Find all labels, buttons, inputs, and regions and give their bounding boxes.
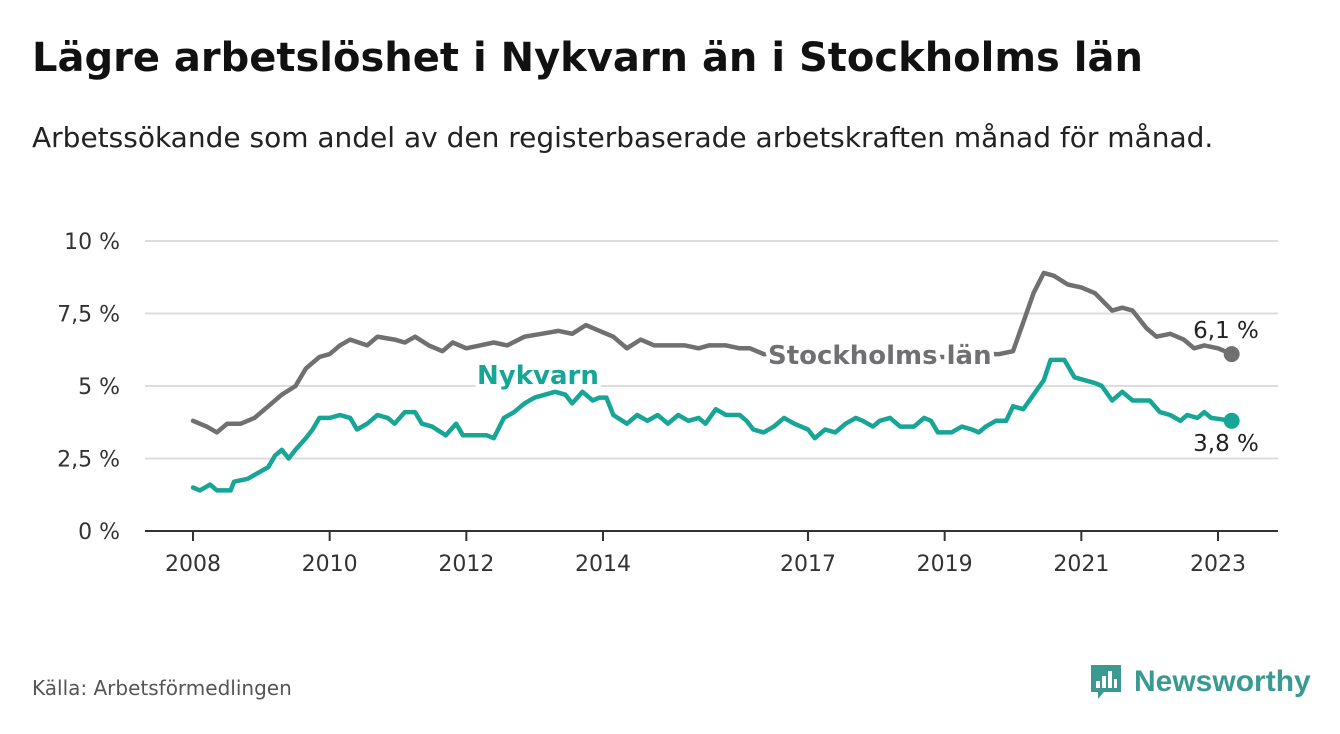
x-tick-label: 2023 (1190, 552, 1246, 577)
chart-subtitle: Arbetssökande som andel av den registerb… (32, 121, 1214, 154)
newsworthy-logo: Newsworthy (1088, 660, 1311, 704)
x-tick-label: 2012 (438, 552, 494, 577)
x-tick-label: 2021 (1053, 552, 1109, 577)
source-note: Källa: Arbetsförmedlingen (32, 676, 292, 700)
y-tick-label: 5 % (78, 375, 120, 400)
y-axis-ticks: 0 % 2,5 % 5 % 7,5 % 10 % (57, 230, 120, 545)
x-tick-label: 2008 (165, 552, 221, 577)
y-tick-label: 0 % (78, 520, 120, 545)
chart-title: Lägre arbetslöshet i Nykvarn än i Stockh… (32, 35, 1143, 81)
nykvarn-line (190, 357, 1234, 493)
brand-name: Newsworthy (1134, 665, 1311, 698)
nykvarn-end-label: 3,8 % (1193, 431, 1259, 457)
x-tick-label: 2010 (302, 552, 358, 577)
y-tick-label: 10 % (64, 230, 120, 255)
line-chart: 0 % 2,5 % 5 % 7,5 % 10 % 2008 2010 2012 2014 201… (57, 230, 1278, 577)
gridlines (145, 240, 1278, 532)
stockholm-end-marker (1223, 346, 1240, 363)
stockholm-line (190, 270, 1234, 435)
y-tick-label: 7,5 % (57, 303, 120, 328)
x-tick-label: 2019 (917, 552, 973, 577)
x-tick-label: 2014 (575, 552, 631, 577)
series-lines (190, 270, 1240, 493)
y-tick-label: 2,5 % (57, 448, 120, 473)
nykvarn-series-label: Nykvarn (477, 361, 599, 391)
bar-chart-icon (1091, 665, 1121, 699)
nykvarn-end-marker (1223, 412, 1240, 429)
stockholm-end-label: 6,1 % (1193, 318, 1259, 344)
x-tick-label: 2017 (780, 552, 836, 577)
series-labels: Stockholms län Nykvarn 6,1 % 3,8 % (473, 315, 1262, 460)
stockholm-series-label: Stockholms län (768, 341, 992, 371)
x-axis-ticks: 2008 2010 2012 2014 2017 2019 2021 2023 (165, 531, 1246, 577)
